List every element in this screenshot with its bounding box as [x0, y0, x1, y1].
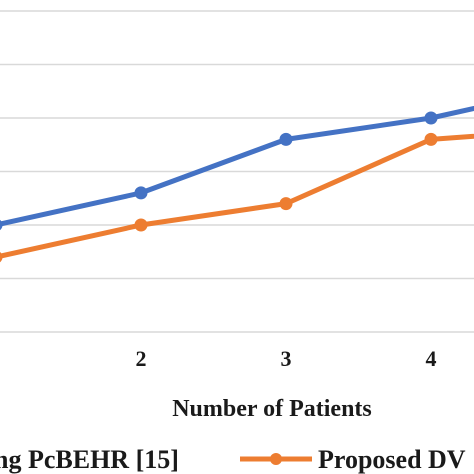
- legend-marker-proposed: [270, 453, 282, 465]
- series-layer: [0, 105, 474, 263]
- x-axis-title: Number of Patients: [172, 396, 372, 422]
- data-point-existing-2: [134, 186, 148, 200]
- legend: ng PcBEHR [15] Proposed DV: [0, 445, 466, 474]
- series-line-existing: [0, 105, 474, 227]
- x-tick-label-3: 3: [281, 346, 292, 371]
- x-tick-label-2: 2: [136, 346, 147, 371]
- legend-label-proposed: Proposed DV: [318, 445, 466, 474]
- data-point-existing-1: [0, 219, 3, 231]
- data-point-proposed-4: [424, 132, 438, 146]
- data-point-existing-4: [424, 111, 438, 125]
- data-point-proposed-1: [0, 251, 3, 263]
- legend-label-existing: ng PcBEHR [15]: [0, 445, 179, 474]
- gridlines: [0, 10, 474, 333]
- x-tick-label-4: 4: [426, 346, 437, 371]
- data-point-proposed-2: [134, 218, 148, 232]
- data-point-existing-3: [279, 132, 293, 146]
- data-point-proposed-3: [279, 197, 293, 211]
- series-line-proposed: [0, 133, 474, 259]
